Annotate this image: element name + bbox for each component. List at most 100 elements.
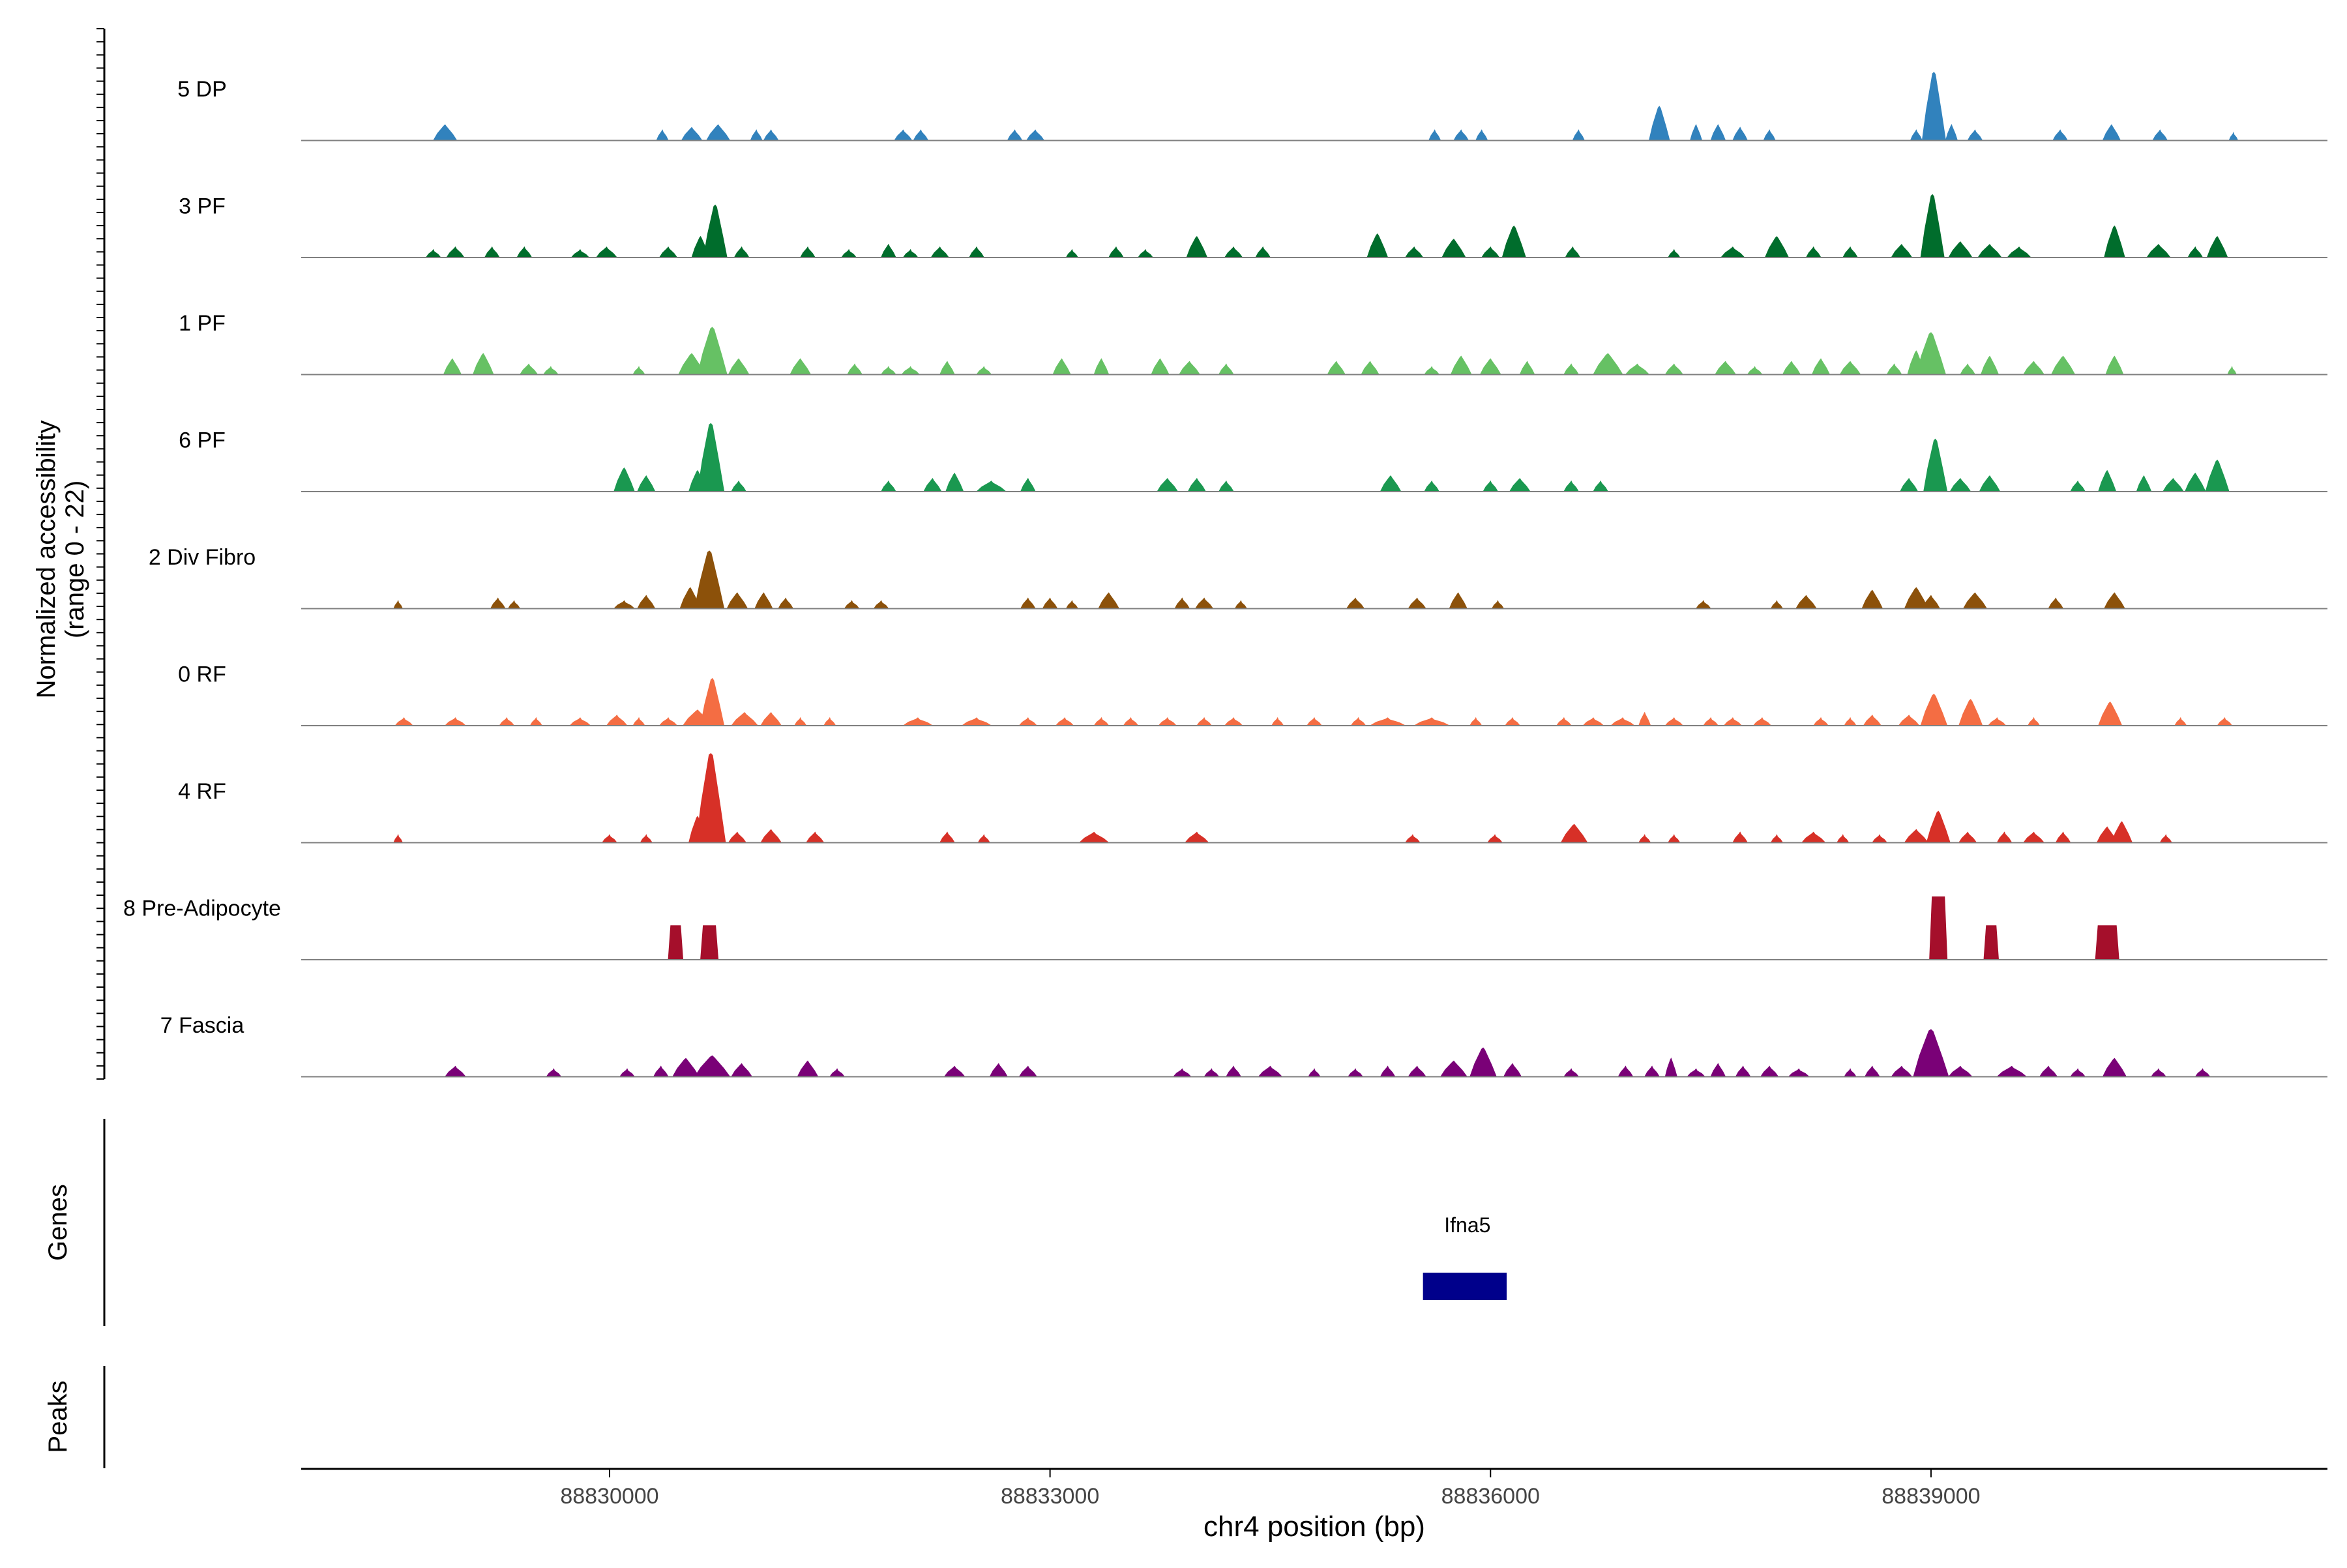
coverage-peak (902, 248, 919, 258)
coverage-peak (394, 717, 414, 726)
coverage-peak (790, 358, 812, 375)
coverage-peak (681, 126, 703, 141)
coverage-peak (1184, 831, 1210, 843)
coverage-peak (1226, 1065, 1242, 1077)
coverage-peak (1910, 129, 1923, 141)
coverage-peak (1926, 810, 1951, 843)
coverage-peak (1949, 478, 1971, 492)
coverage-peak (1408, 597, 1427, 609)
coverage-peak (1979, 475, 2001, 492)
coverage-peak (1644, 1065, 1661, 1077)
coverage-peak (939, 831, 956, 843)
coverage-peak (1839, 361, 1861, 375)
coverage-peak (1428, 129, 1441, 141)
coverage-peak (1078, 831, 1110, 843)
coverage-peak (656, 129, 669, 141)
coverage-peak (2111, 821, 2133, 843)
coverage-peak (1921, 72, 1947, 141)
coverage-peak (913, 129, 929, 141)
track-label: 6 PF (179, 428, 226, 453)
coverage-peak (1714, 361, 1737, 375)
coverage-peak (1346, 597, 1365, 609)
coverage-peak (1947, 1065, 1973, 1077)
coverage-peak (1203, 1068, 1220, 1077)
coverage-peak (1563, 1068, 1580, 1077)
coverage-peak (829, 1068, 846, 1077)
coverage-peak (425, 248, 442, 258)
coverage-peak (1664, 1058, 1677, 1077)
coverage-peak (1891, 1065, 1913, 1077)
coverage-peak (1556, 717, 1572, 726)
coverage-peak (1710, 1063, 1726, 1077)
coverage-peak (1915, 332, 1947, 375)
coverage-peak (2227, 365, 2237, 375)
coverage-peak (989, 1063, 1009, 1077)
coverage-peak (1271, 717, 1284, 726)
coverage-peak (880, 243, 896, 258)
coverage-peak (595, 246, 618, 258)
track-1-pf: 1 PF (179, 311, 2327, 376)
coverage-peak (2102, 1058, 2127, 1077)
coverage-peak (750, 129, 763, 141)
coverage-peak (1020, 597, 1036, 609)
coverage-peak (1483, 480, 1499, 492)
coverage-peak (1308, 1068, 1321, 1077)
coverage-peak (960, 717, 993, 726)
coverage-peak (1720, 246, 1746, 258)
coverage-peak (613, 467, 635, 492)
coverage-peak (1732, 831, 1749, 843)
coverage-peak (1469, 1047, 1498, 1077)
coverage-peak (1723, 717, 1743, 726)
coverage-peak (1486, 834, 1503, 843)
coverage-peak (700, 925, 719, 960)
coverage-peak (1224, 717, 1243, 726)
coverage-peak (2187, 246, 2204, 258)
coverage-peak (1920, 694, 1948, 726)
track-6-pf: 6 PF (179, 422, 2327, 492)
coverage-peak (730, 712, 759, 726)
coverage-peak (1218, 363, 1235, 375)
coverage-peak (1255, 246, 1271, 258)
coverage-peak (2162, 478, 2185, 492)
coverage-peak (640, 834, 653, 843)
coverage-peak (1194, 597, 1214, 609)
coverage-peak (1948, 241, 1973, 258)
coverage-peak (823, 717, 836, 726)
coverage-peak (1886, 363, 1902, 375)
coverage-peak (1764, 236, 1790, 258)
coverage-peak (1735, 1065, 1751, 1077)
coverage-peak (529, 717, 543, 726)
coverage-peak (1572, 129, 1586, 141)
coverage-peak (939, 361, 956, 375)
coverage-peak (672, 1058, 700, 1077)
coverage-peak (2102, 124, 2121, 141)
coverage-peak (1098, 592, 1120, 609)
coverage-peak (1763, 129, 1776, 141)
coverage-peak (2052, 129, 2069, 141)
track-7-fascia: 7 Fascia (160, 1013, 2327, 1078)
coverage-peak (1686, 1068, 1706, 1077)
x-tick-label: 88833000 (1001, 1484, 1099, 1509)
coverage-peak (793, 717, 807, 726)
coverage-peak (1667, 248, 1681, 258)
coverage-peak (1172, 1068, 1192, 1077)
coverage-peak (873, 600, 889, 609)
coverage-peak (1491, 600, 1505, 609)
coverage-peak (1501, 225, 1526, 258)
coverage-peak (731, 1063, 753, 1077)
track-label: 7 Fascia (160, 1013, 244, 1038)
coverage-peak (432, 124, 458, 141)
gene-body (1423, 1273, 1507, 1300)
coverage-peak (2027, 717, 2041, 726)
coverage-peak (1408, 1065, 1427, 1077)
coverage-peak (568, 717, 592, 726)
coverage-peak (1196, 717, 1213, 726)
coverage-peak (1689, 124, 1703, 141)
coverage-peak (2039, 1065, 2058, 1077)
coverage-peak (1695, 600, 1712, 609)
coverage-peak (2104, 225, 2125, 258)
coverage-peak (805, 831, 825, 843)
coverage-peak (2050, 355, 2076, 375)
coverage-peak (1042, 597, 1058, 609)
